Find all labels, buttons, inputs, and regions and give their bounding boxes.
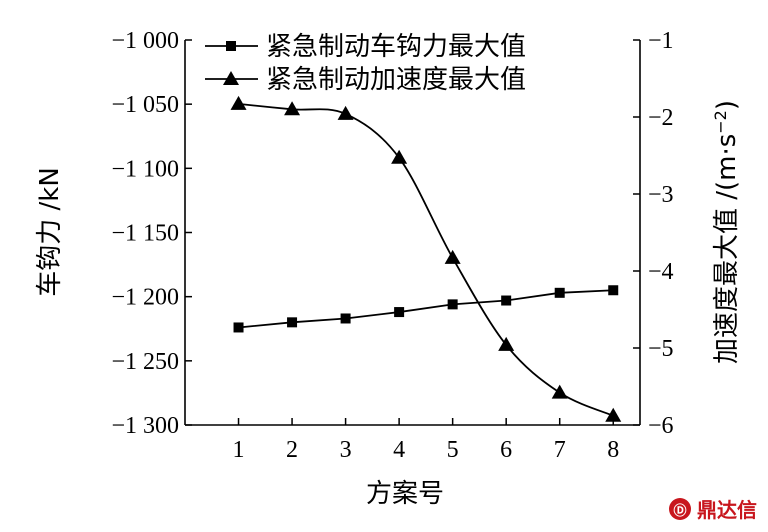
data-point [605, 407, 622, 422]
data-point [551, 384, 568, 399]
legend-marker [223, 71, 239, 85]
x-axis-label: 方案号 [366, 479, 444, 509]
legend-marker [226, 41, 236, 51]
x-tick-label: 7 [554, 437, 566, 463]
data-point [498, 336, 515, 351]
right-tick-label: −6 [648, 413, 674, 439]
legend-label: 紧急制动加速度最大值 [266, 65, 526, 95]
plot-frame [184, 40, 641, 426]
series-line [238, 103, 614, 417]
watermark-text: 鼎达信 [697, 498, 757, 522]
x-tick-label: 3 [340, 437, 352, 463]
left-tick-label: −1 200 [111, 285, 179, 311]
left-tick-label: −1 000 [111, 28, 179, 54]
data-point [444, 249, 461, 264]
data-point [284, 101, 301, 116]
left-tick-label: −1 150 [111, 221, 179, 247]
series-layer [230, 95, 622, 422]
data-point [337, 105, 354, 120]
data-point [501, 295, 512, 306]
x-tick-label: 8 [607, 437, 619, 463]
watermark: Ⓓ 鼎达信 [669, 498, 757, 522]
data-point [230, 95, 247, 110]
left-axis-ticks: −1 000 −1 050 −1 100 −1 150 −1 200 −1 250 −1 3… [111, 28, 192, 439]
right-tick-label: −5 [648, 336, 674, 362]
data-point [233, 322, 244, 333]
data-point [394, 307, 405, 318]
left-tick-label: −1 100 [111, 156, 179, 182]
legend-entry: 紧急制动加速度最大值 [205, 65, 526, 95]
x-tick-label: 6 [500, 437, 512, 463]
data-point [340, 313, 351, 324]
right-axis-ticks: −1 −2 −3 −4 −5 −6 [633, 28, 674, 439]
left-axis-label: 车钩力 /kN [35, 167, 65, 297]
data-point [608, 285, 619, 296]
right-tick-label: −1 [648, 28, 674, 54]
watermark-logo-glyph: Ⓓ [673, 503, 686, 519]
legend-entry: 紧急制动车钩力最大值 [205, 32, 526, 62]
series-1 [233, 285, 619, 333]
left-tick-label: −1 250 [111, 349, 179, 375]
left-tick-label: −1 300 [111, 413, 179, 439]
left-tick-label: −1 050 [111, 92, 179, 118]
right-tick-label: −2 [648, 105, 674, 131]
series-line [238, 289, 614, 329]
right-axis-label-main: 加速度最大值 /(m·s [712, 134, 742, 364]
legend-label: 紧急制动车钩力最大值 [266, 32, 526, 62]
right-axis-label: 加速度最大值 /(m·s−2) [711, 100, 743, 364]
data-point [554, 287, 565, 298]
x-tick-label: 4 [393, 437, 405, 463]
x-axis-ticks: 1 2 3 4 5 6 7 8 [233, 418, 619, 463]
right-tick-label: −4 [648, 259, 674, 285]
right-axis-label-close: ) [712, 100, 742, 110]
x-tick-label: 1 [233, 437, 245, 463]
watermark-logo-icon [669, 498, 691, 520]
data-point [447, 299, 458, 310]
x-tick-label: 2 [286, 437, 298, 463]
x-tick-label: 5 [447, 437, 459, 463]
right-axis-label-sup: −2 [711, 110, 730, 134]
series-2 [230, 95, 622, 422]
data-point [391, 149, 408, 164]
right-tick-label: −3 [648, 182, 674, 208]
data-point [287, 317, 298, 328]
